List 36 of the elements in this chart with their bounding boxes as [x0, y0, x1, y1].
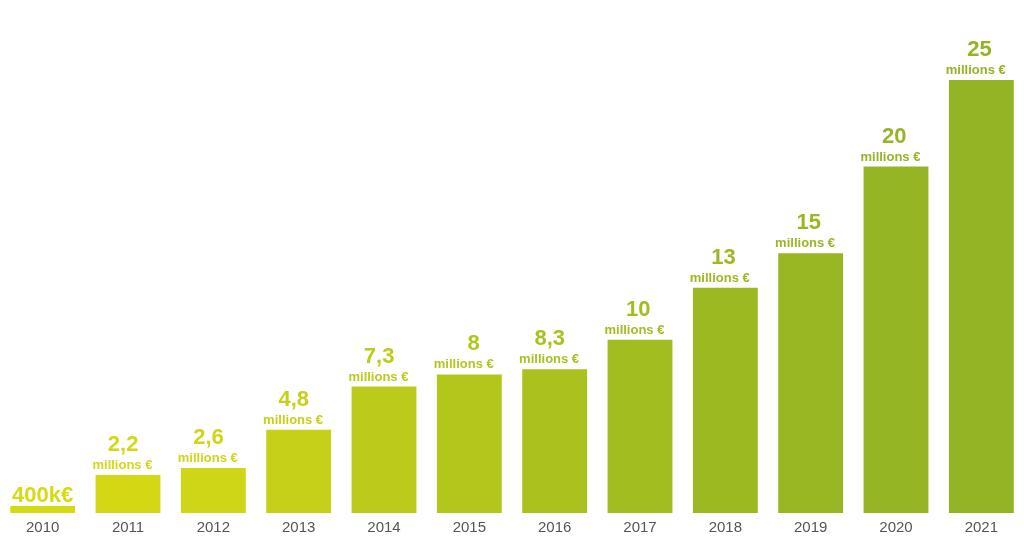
- bar: [778, 253, 844, 513]
- bar: [522, 369, 588, 513]
- data-label: 2,2 millions €: [92, 430, 153, 472]
- x-tick-label: 2011: [111, 518, 145, 536]
- data-label: 13 millions €: [689, 243, 750, 285]
- x-tick-label: 2017: [623, 518, 657, 536]
- data-label: 7,3 millions €: [348, 342, 409, 384]
- x-tick-label: 2016: [537, 518, 572, 536]
- bar: [436, 374, 502, 513]
- data-label: 15 millions €: [775, 209, 836, 251]
- x-tick-label: 2018: [708, 518, 743, 536]
- data-label: 20 millions €: [860, 122, 921, 164]
- x-tick-label: 2010: [25, 518, 60, 536]
- bar: [10, 506, 76, 513]
- x-tick-label: 2012: [196, 518, 231, 536]
- x-tick-label: 2014: [367, 518, 401, 536]
- data-label: 8 millions €: [433, 330, 494, 372]
- x-tick-label: 2020: [879, 518, 913, 536]
- data-label: 4,8 millions €: [263, 385, 324, 427]
- data-label: 2,6 millions €: [177, 423, 238, 465]
- data-label: 400k€: [12, 482, 74, 508]
- data-label: 25 millions €: [945, 36, 1006, 77]
- bar: [948, 80, 1014, 513]
- bar: [607, 339, 673, 513]
- x-tick-label: 2021: [964, 518, 999, 536]
- x-tick-label: 2013: [281, 518, 316, 536]
- bar: [351, 386, 417, 513]
- bar: [863, 166, 929, 513]
- x-tick-label: 2015: [452, 518, 487, 536]
- data-label: 8,3 millions €: [519, 325, 580, 367]
- x-tick-label: 2019: [793, 518, 828, 536]
- bar: [692, 287, 758, 513]
- bar: [95, 474, 161, 513]
- bar: [266, 429, 332, 513]
- data-label: 10 millions €: [604, 295, 665, 337]
- bar: [180, 467, 246, 513]
